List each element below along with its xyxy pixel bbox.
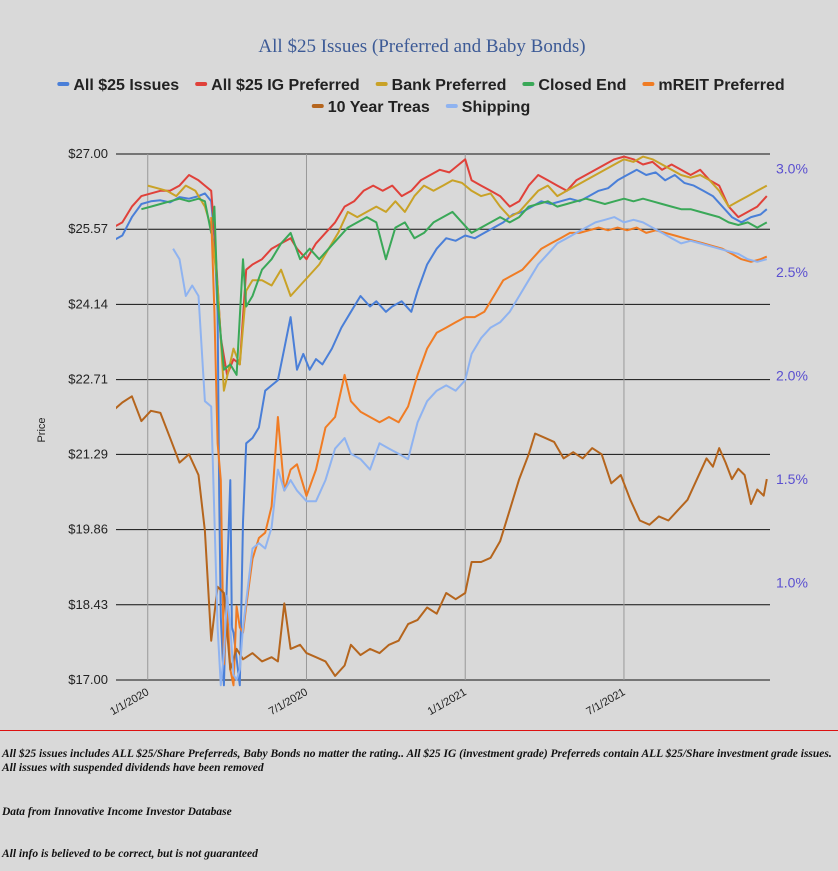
chart-title: All $25 Issues (Preferred and Baby Bonds… xyxy=(258,36,585,57)
y2-tick-label: 1.0% xyxy=(776,575,808,591)
series-line-mreit-preferred xyxy=(210,217,768,687)
y2-tick-label: 2.0% xyxy=(776,368,808,384)
legend-entry: All $25 Issues xyxy=(73,77,179,94)
y2-tick-label: 1.5% xyxy=(776,471,808,487)
x-tick-label: 1/1/2020 xyxy=(108,686,151,718)
footer-note-1: All $25 issues includes ALL $25/Share Pr… xyxy=(2,748,832,774)
series-group xyxy=(116,155,768,687)
y-axis-label: Price xyxy=(36,417,48,442)
y-tick-label: $21.29 xyxy=(68,446,108,461)
legend-entry: 10 Year Treas xyxy=(328,99,430,116)
footer-notes: All $25 issues includes ALL $25/Share Pr… xyxy=(0,730,838,871)
footer-note-2: Data from Innovative Income Investor Dat… xyxy=(2,806,232,818)
y-tick-label: $22.71 xyxy=(68,372,108,387)
series-line-10-year-treas xyxy=(116,395,768,677)
series-line-shipping xyxy=(172,216,768,687)
y-tick-label: $17.00 xyxy=(68,672,108,687)
x-tick-label: 1/1/2021 xyxy=(426,686,469,718)
x-tick-label: 7/1/2021 xyxy=(584,686,627,718)
y-axis-left: $27.00 $25.57 $24.14 $22.71 $21.29 $19.86 $18.… xyxy=(68,146,108,687)
y-tick-label: $18.43 xyxy=(68,597,108,612)
x-axis: 1/1/2020 7/1/2020 1/1/2021 7/1/2021 xyxy=(108,686,627,718)
grid xyxy=(116,153,770,681)
y-tick-label: $19.86 xyxy=(68,522,108,537)
legend-entry: mREIT Preferred xyxy=(658,77,784,94)
y-tick-label: $27.00 xyxy=(68,146,108,161)
legend: All $25 Issues All $25 IG Preferred Bank P… xyxy=(57,77,785,116)
y-axis-right: 3.0% 2.5% 2.0% 1.5% 1.0% xyxy=(776,160,808,590)
x-tick-label: 7/1/2020 xyxy=(267,686,310,718)
legend-entry: All $25 IG Preferred xyxy=(211,77,360,94)
y-tick-label: $24.14 xyxy=(68,296,108,311)
series-line-closed-end xyxy=(141,197,768,376)
series-line-bank-preferred xyxy=(147,155,768,392)
footer-note-3: All info is believed to be correct, but … xyxy=(2,848,258,860)
legend-entry: Shipping xyxy=(462,99,530,116)
series-line-all-25-ig-preferred xyxy=(116,155,768,376)
y-tick-label: $25.57 xyxy=(68,221,108,236)
chart: All $25 Issues (Preferred and Baby Bonds… xyxy=(36,36,808,718)
y2-tick-label: 2.5% xyxy=(776,264,808,280)
legend-entry: Bank Preferred xyxy=(392,77,507,94)
legend-entry: Closed End xyxy=(538,77,626,94)
y2-tick-label: 3.0% xyxy=(776,160,808,176)
